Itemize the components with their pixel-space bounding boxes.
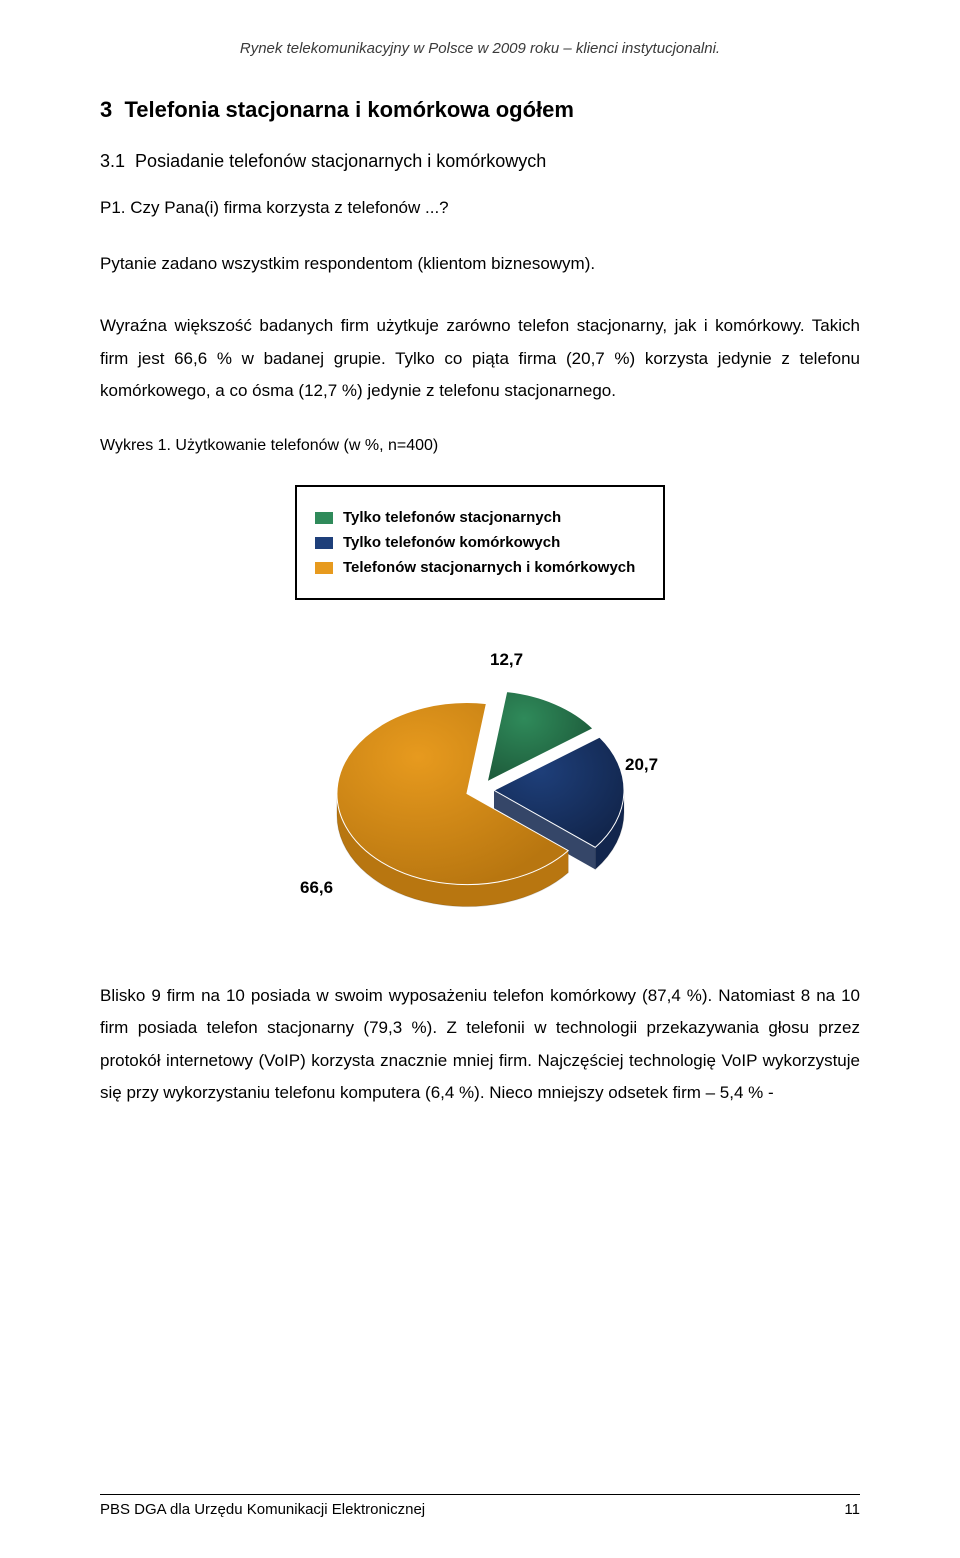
methodology-note: Pytanie zadano wszystkim respondentom (k… bbox=[100, 248, 860, 280]
chart-title: Wykres 1. Użytkowanie telefonów (w %, n=… bbox=[100, 437, 860, 455]
pie-svg bbox=[290, 630, 670, 940]
paragraph-1: Wyraźna większość badanych firm użytkuje… bbox=[100, 310, 860, 407]
section-heading: 3 Telefonia stacjonarna i komórkowa ogół… bbox=[100, 97, 860, 123]
section-title: Telefonia stacjonarna i komórkowa ogółem bbox=[124, 97, 573, 122]
legend-item: Telefonów stacjonarnych i komórkowych bbox=[315, 559, 645, 576]
legend-label: Tylko telefonów komórkowych bbox=[343, 534, 560, 551]
chart-legend: Tylko telefonów stacjonarnych Tylko tele… bbox=[295, 485, 665, 600]
pie-label-0: 12,7 bbox=[490, 650, 523, 670]
legend-item: Tylko telefonów komórkowych bbox=[315, 534, 645, 551]
legend-swatch bbox=[315, 512, 333, 524]
footer-page-number: 11 bbox=[844, 1501, 860, 1518]
pie-label-2: 66,6 bbox=[300, 878, 333, 898]
subsection-heading: 3.1 Posiadanie telefonów stacjonarnych i… bbox=[100, 151, 860, 172]
legend-label: Tylko telefonów stacjonarnych bbox=[343, 509, 561, 526]
pie-label-1: 20,7 bbox=[625, 755, 658, 775]
legend-swatch bbox=[315, 562, 333, 574]
section-number: 3 bbox=[100, 97, 112, 122]
legend-item: Tylko telefonów stacjonarnych bbox=[315, 509, 645, 526]
subsection-number: 3.1 bbox=[100, 151, 125, 171]
pie-slices bbox=[337, 692, 624, 907]
question-text: P1. Czy Pana(i) firma korzysta z telefon… bbox=[100, 198, 860, 218]
subsection-title: Posiadanie telefonów stacjonarnych i kom… bbox=[135, 151, 546, 171]
legend-label: Telefonów stacjonarnych i komórkowych bbox=[343, 559, 635, 576]
pie-chart: 12,7 20,7 66,6 bbox=[230, 630, 730, 940]
page-header: Rynek telekomunikacyjny w Polsce w 2009 … bbox=[100, 40, 860, 57]
footer-left: PBS DGA dla Urzędu Komunikacji Elektroni… bbox=[100, 1501, 425, 1518]
paragraph-2: Blisko 9 firm na 10 posiada w swoim wypo… bbox=[100, 980, 860, 1109]
page-footer: PBS DGA dla Urzędu Komunikacji Elektroni… bbox=[100, 1494, 860, 1518]
legend-swatch bbox=[315, 537, 333, 549]
